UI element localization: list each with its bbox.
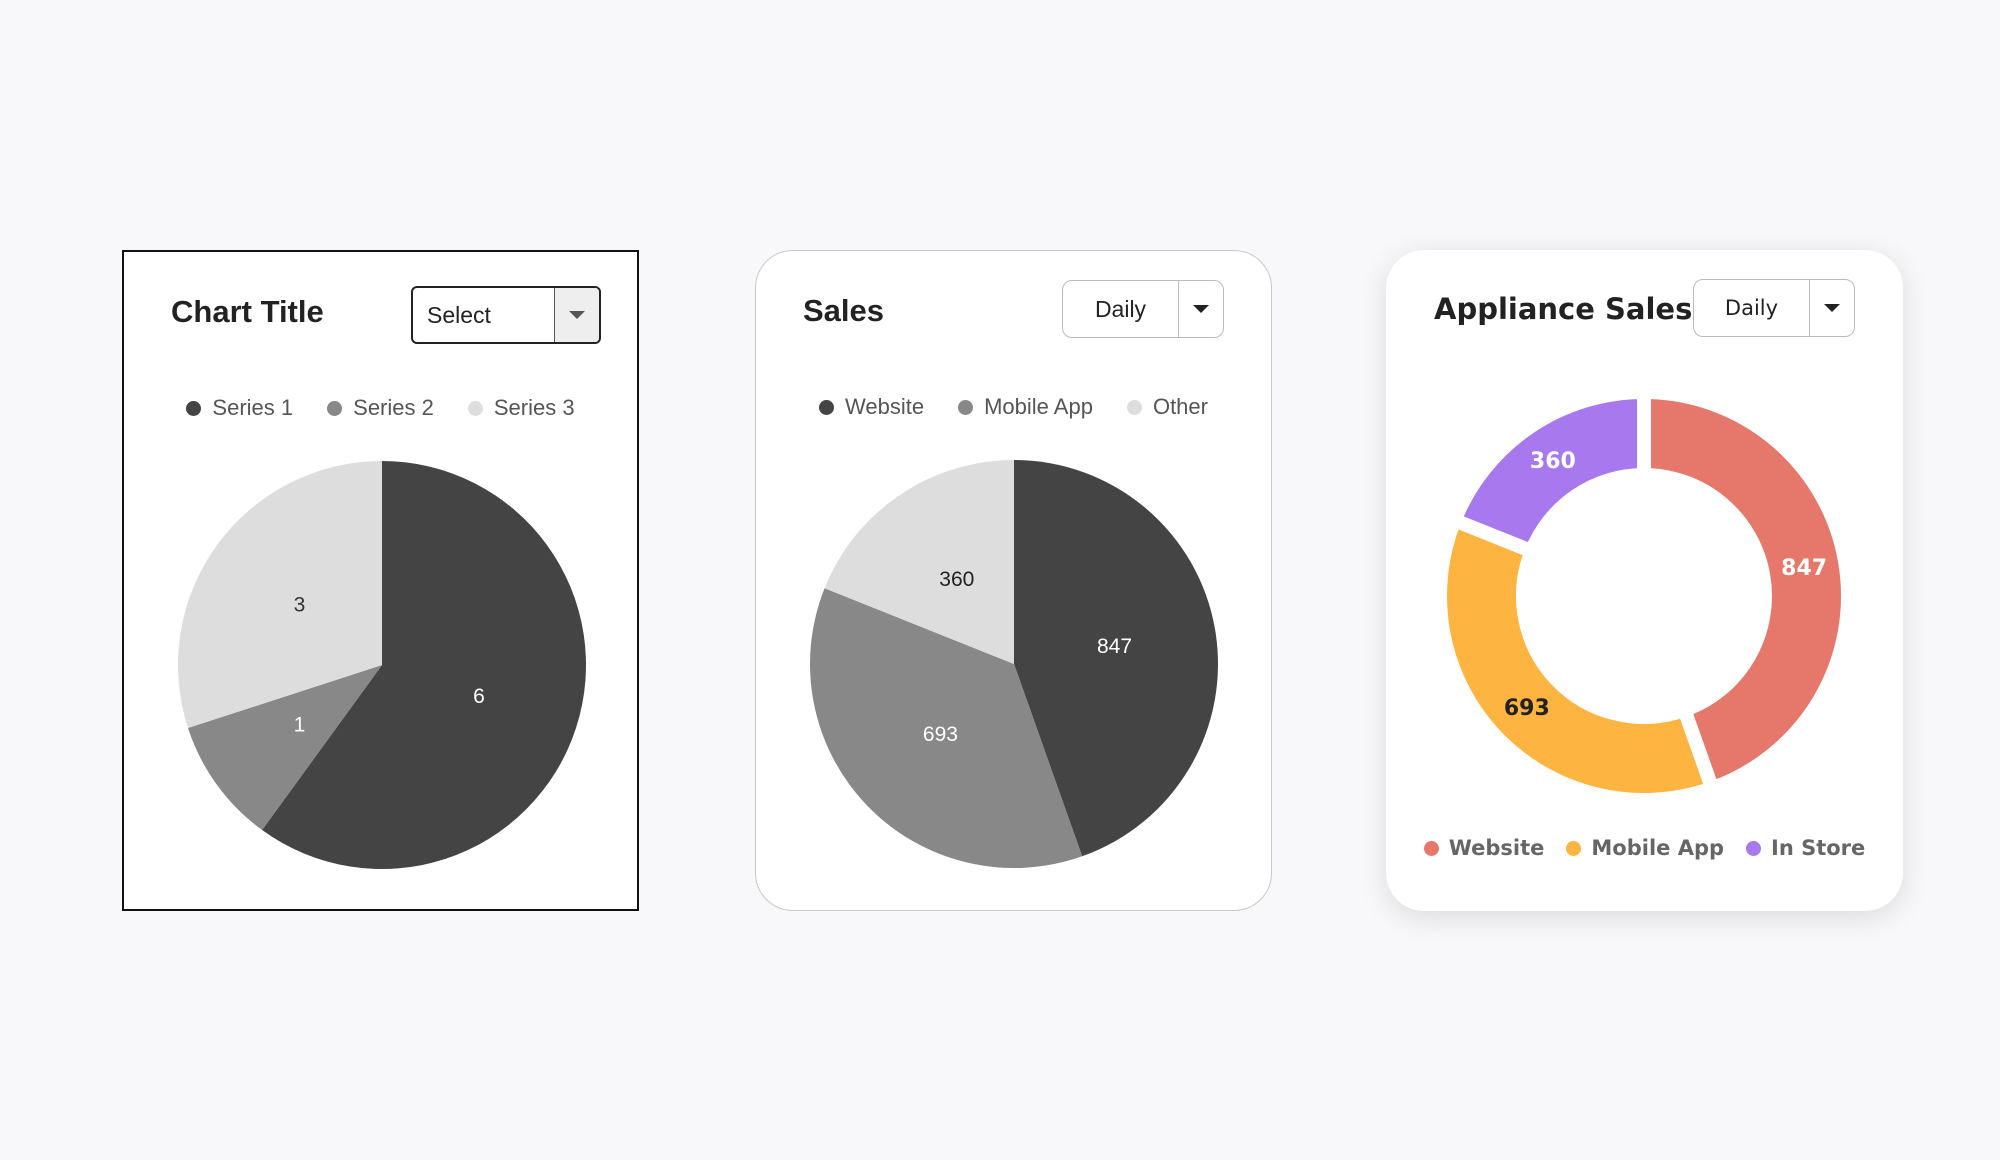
donut-chart: 847 693 360: [1433, 385, 1855, 807]
slice-series-2[interactable]: [187, 665, 382, 831]
legend-label: Website: [845, 394, 925, 419]
dropdown-button[interactable]: [554, 288, 599, 342]
legend-dot-icon: [1746, 840, 1762, 856]
legend-label: Series 1: [212, 395, 294, 420]
data-label: 847: [1097, 635, 1132, 658]
select-value: Daily: [1724, 296, 1779, 320]
slice-series-1[interactable]: [262, 461, 586, 869]
legend-item[interactable]: Website: [1423, 836, 1545, 860]
select-value: Daily: [1094, 295, 1147, 322]
caret-down-icon: [569, 311, 585, 319]
data-label: 847: [1781, 556, 1827, 581]
card-title: Sales: [803, 293, 885, 328]
legend: Website Mobile App In Store: [1386, 836, 1903, 860]
data-label: 693: [923, 723, 958, 746]
legend-dot-icon: [819, 399, 835, 415]
legend-item[interactable]: Website: [819, 394, 924, 420]
legend-item[interactable]: Mobile App: [958, 394, 1093, 420]
legend-label: Series 2: [353, 395, 434, 420]
slice-mobile-app[interactable]: [810, 588, 1083, 869]
card-title: Chart Title: [171, 294, 324, 329]
slice-website[interactable]: [1014, 460, 1219, 857]
legend-item[interactable]: Series 3: [467, 395, 575, 421]
legend-item[interactable]: Series 2: [327, 395, 434, 421]
legend-dot-icon: [958, 399, 974, 415]
dropdown-button[interactable]: [1178, 281, 1223, 337]
card-title: Appliance Sales: [1434, 292, 1693, 326]
legend-dot-icon: [1423, 840, 1439, 856]
legend-label: Other: [1152, 394, 1208, 419]
data-label: 360: [939, 568, 974, 591]
period-select[interactable]: Daily: [1062, 280, 1224, 338]
legend: Website Mobile App Other: [756, 394, 1271, 420]
legend-label: Mobile App: [984, 394, 1093, 419]
data-label: 360: [1530, 449, 1576, 474]
legend-dot-icon: [1566, 840, 1582, 856]
period-select[interactable]: Daily: [1693, 279, 1855, 337]
legend-dot-icon: [1126, 399, 1142, 415]
legend-label: In Store: [1771, 836, 1866, 860]
chart-card-1: Chart Title Select Series 1 Series 2 Serie…: [122, 250, 639, 911]
chart-card-3: Appliance Sales Daily Website Mobile App I…: [1386, 250, 1903, 911]
slice-in-store[interactable]: [1447, 385, 1651, 559]
pie-chart: 847 693 360: [810, 460, 1219, 869]
legend-item[interactable]: Series 1: [186, 395, 293, 421]
slice-website[interactable]: [1637, 385, 1855, 796]
legend: Series 1 Series 2 Series 3: [124, 395, 637, 421]
legend-dot-icon: [467, 400, 483, 416]
data-label: 3: [294, 594, 306, 617]
caret-down-icon: [1824, 304, 1840, 312]
slice-series-3[interactable]: [177, 461, 382, 729]
data-label: 693: [1504, 696, 1550, 721]
slice-other[interactable]: [824, 460, 1014, 664]
legend-label: Website: [1448, 836, 1545, 860]
legend-item[interactable]: Other: [1126, 394, 1208, 420]
legend-item[interactable]: In Store: [1746, 836, 1865, 860]
data-label: 6: [473, 685, 485, 708]
data-label: 1: [294, 713, 306, 736]
select-value: Select: [427, 301, 491, 328]
pie-chart: 6 1 3: [177, 461, 586, 869]
legend-label: Mobile App: [1591, 836, 1725, 860]
chart-card-2: Sales Daily Website Mobile App Other 847 69…: [755, 250, 1272, 911]
legend-item[interactable]: Mobile App: [1566, 836, 1724, 860]
period-select[interactable]: Select: [411, 286, 601, 344]
caret-down-icon: [1193, 305, 1209, 313]
slice-mobile-app[interactable]: [1433, 513, 1720, 807]
legend-label: Series 3: [493, 395, 575, 420]
dropdown-button[interactable]: [1809, 280, 1854, 336]
legend-dot-icon: [186, 400, 202, 416]
legend-dot-icon: [327, 400, 343, 416]
